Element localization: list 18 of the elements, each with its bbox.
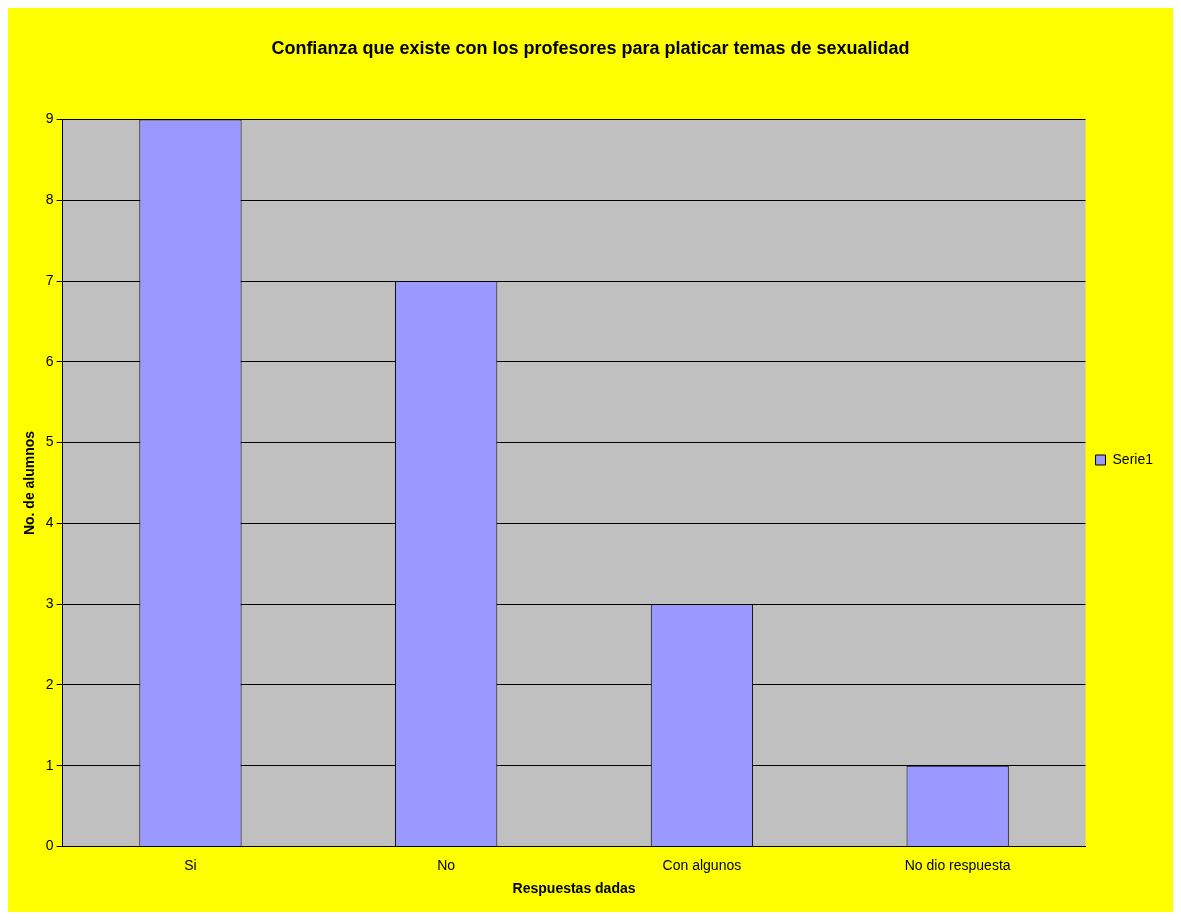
y-tick-label: 5 (45, 433, 54, 450)
x-tick-label: No dio respuesta (904, 856, 1011, 873)
y-tick-label: 0 (45, 837, 54, 854)
y-tick-label: 6 (45, 352, 54, 369)
y-tick-label: 2 (45, 675, 54, 692)
y-tick-label: 3 (45, 594, 54, 611)
y-tick-label: 4 (45, 514, 54, 531)
x-axis-title: Respuestas dadas (512, 880, 636, 897)
x-tick-label: Con algunos (662, 856, 742, 873)
y-tick-label: 1 (45, 756, 54, 773)
y-axis-title: No. de alumnos (21, 430, 38, 536)
legend-label: Serie1 (1112, 450, 1154, 467)
chart-title: Confianza que existe con los profesores para platicar temas de sexualidad (271, 37, 910, 58)
x-tick-label: No (437, 856, 456, 873)
y-tick-label: 9 (45, 110, 54, 127)
x-tick-label: Si (184, 856, 197, 873)
y-tick-label: 7 (45, 271, 54, 288)
y-tick-label: 8 (45, 191, 54, 208)
